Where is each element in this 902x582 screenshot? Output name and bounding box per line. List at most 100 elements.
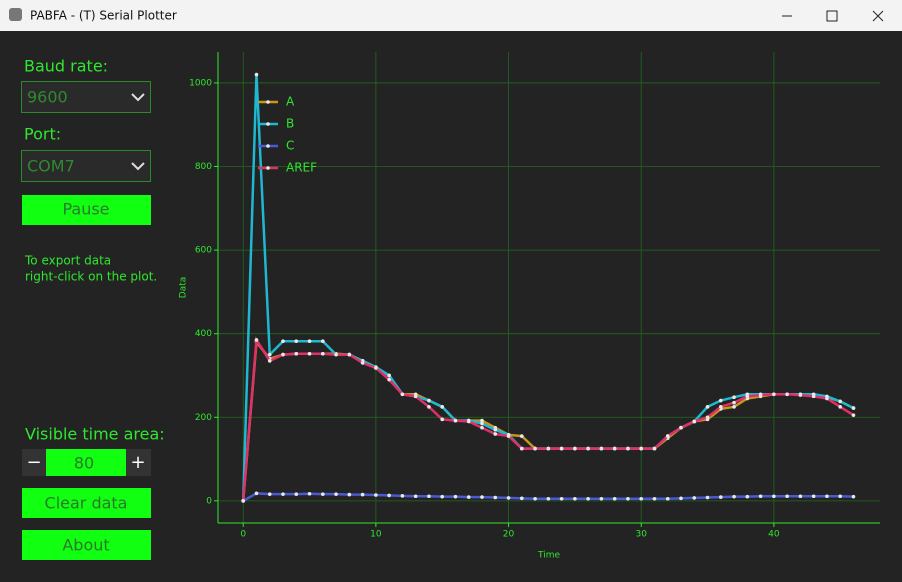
data-point [546,496,551,501]
data-point [586,496,590,501]
data-point [360,361,365,365]
chevron [131,162,145,171]
data-point [427,398,431,403]
data-point [267,359,272,363]
maximize-button[interactable] [826,10,838,22]
data-point [612,446,617,451]
data-point [798,393,803,397]
legend-label: A [286,95,295,109]
y-tick-label: 600 [195,246,212,256]
hint-line: To export data [24,254,111,268]
data-point [599,446,604,451]
data-point [758,393,763,397]
clear-label: Clear data [45,494,128,513]
data-point [480,425,484,430]
title-bar [0,0,902,31]
data-point [626,446,630,451]
legend-label: C [286,139,294,153]
data-point [811,494,816,499]
data-point [546,446,551,451]
data-point [427,405,431,409]
data-point [772,392,776,397]
data-point [705,405,710,409]
data-point [387,493,391,498]
legend-label: B [286,117,294,131]
data-point [838,399,843,404]
data-point [254,491,259,496]
data-point [267,492,272,496]
data-point [705,415,710,420]
y-tick-label: 400 [195,329,212,339]
data-point [573,446,577,451]
visible-value: 80 [74,454,94,473]
data-point [719,495,723,499]
minus-button[interactable] [22,449,46,476]
data-point [387,377,391,382]
data-point [321,351,325,356]
data-point [400,494,405,498]
data-point [838,405,843,409]
data-point [692,496,697,500]
data-point [586,446,590,451]
plus-label: + [130,452,145,473]
data-point [732,405,736,409]
data-point [811,394,816,399]
data-point [281,492,285,496]
data-point [679,425,683,430]
y-axis-label: Data [179,277,189,299]
data-point [719,398,723,403]
about-button[interactable] [22,530,151,560]
about-label: About [62,536,109,555]
data-point [360,492,365,497]
visible-input[interactable] [46,449,126,476]
data-point [307,351,312,356]
data-point [413,394,418,399]
pause-button[interactable] [22,195,151,225]
legend-marker [266,122,270,126]
data-point [612,496,617,501]
data-point [785,392,789,397]
data-point [374,493,378,497]
data-point [493,428,498,432]
x-tick-label: 0 [240,530,246,540]
port-dropdown[interactable] [21,150,151,182]
x-tick-label: 10 [370,530,382,540]
pause-label: Pause [62,200,109,219]
data-point [493,432,498,436]
data-point [639,496,644,501]
data-point [400,392,405,397]
data-point [798,494,803,499]
plus-button[interactable] [126,449,151,476]
x-axis-label: Time [537,551,560,561]
data-point [639,446,644,451]
data-point [374,366,378,370]
data-point [347,352,352,357]
data-point [745,494,750,499]
data-point [732,400,736,405]
data-point [493,495,498,500]
data-point [732,395,736,400]
data-point [307,491,312,496]
close-button[interactable] [872,10,884,22]
data-point [838,494,843,499]
data-point [466,419,471,424]
data-point [520,496,524,501]
port-label: Port: [24,125,61,144]
visible-label: Visible time area: [25,425,165,444]
data-point [480,421,484,426]
legend-marker [266,144,270,148]
data-point [652,446,657,451]
data-point [719,405,723,409]
plot[interactable]: 0 200 400 600 800 1000 0 10 20 30 40 Time Data ABC ARE… [179,52,881,561]
data-point [679,496,683,501]
data-point [785,494,789,499]
data-point [321,339,325,344]
baud-dropdown[interactable] [21,81,151,113]
clear-button[interactable] [22,488,151,518]
data-point [559,446,564,451]
port-value: COM7 [27,157,75,176]
data-point [772,494,776,499]
data-point [825,494,829,499]
data-point [347,492,352,497]
